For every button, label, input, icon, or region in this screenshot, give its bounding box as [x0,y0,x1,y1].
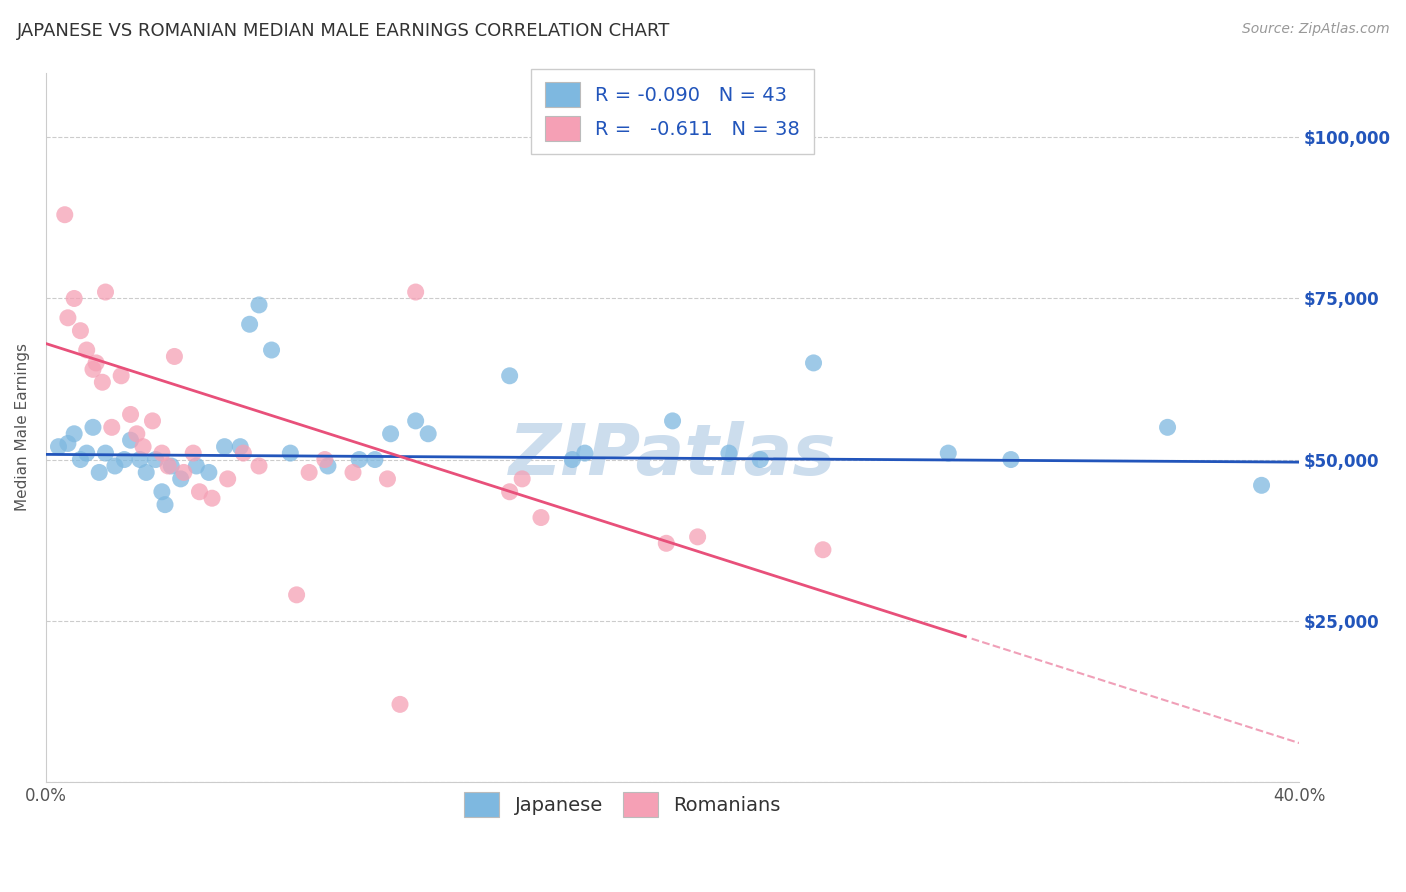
Point [186,458,208,473]
Point [157,458,180,473]
Point [76,446,98,460]
Point [82,420,104,434]
Point [498,484,520,499]
Point [170,472,193,486]
Point [498,368,520,383]
Point [405,414,427,428]
Point [803,356,825,370]
Point [214,440,236,454]
Point [188,484,211,499]
Point [91,376,114,390]
Point [247,298,270,312]
Point [135,466,157,480]
Point [141,414,163,428]
Point [260,343,283,357]
Point [280,446,302,460]
Point [100,420,122,434]
Point [229,440,252,454]
Point [530,510,553,524]
Point [125,426,148,441]
Point [63,426,86,441]
Point [89,466,111,480]
Point [1000,452,1022,467]
Point [655,536,678,550]
Point [247,458,270,473]
Point [380,426,402,441]
Point [160,458,183,473]
Point [48,440,70,454]
Point [150,484,173,499]
Point [120,408,142,422]
Point [163,350,186,364]
Point [342,466,364,480]
Point [69,324,91,338]
Point [104,458,127,473]
Point [201,491,224,506]
Point [749,452,772,467]
Point [364,452,387,467]
Point [53,208,76,222]
Point [239,318,262,332]
Point [94,285,117,299]
Text: Source: ZipAtlas.com: Source: ZipAtlas.com [1241,22,1389,37]
Point [198,466,221,480]
Point [298,466,321,480]
Point [173,466,195,480]
Point [145,452,167,467]
Point [63,292,86,306]
Point [150,446,173,460]
Point [574,446,596,460]
Y-axis label: Median Male Earnings: Median Male Earnings [15,343,30,511]
Point [418,426,440,441]
Point [661,414,683,428]
Point [76,343,98,357]
Point [1156,420,1178,434]
Point [316,458,339,473]
Point [94,446,117,460]
Point [132,440,155,454]
Point [217,472,239,486]
Point [56,436,79,450]
Point [686,530,709,544]
Point [181,446,204,460]
Point [388,698,411,712]
Point [717,446,740,460]
Point [110,368,132,383]
Point [561,452,583,467]
Point [153,498,176,512]
Point [314,452,336,467]
Point [232,446,254,460]
Point [377,472,399,486]
Point [129,452,152,467]
Legend: Japanese, Romanians: Japanese, Romanians [457,785,789,825]
Point [349,452,371,467]
Point [69,452,91,467]
Point [811,542,834,557]
Point [56,310,79,325]
Point [936,446,959,460]
Point [112,452,135,467]
Point [510,472,533,486]
Text: ZIPatlas: ZIPatlas [509,421,837,491]
Point [82,362,104,376]
Point [84,356,107,370]
Point [285,588,308,602]
Point [1250,478,1272,492]
Point [405,285,427,299]
Text: JAPANESE VS ROMANIAN MEDIAN MALE EARNINGS CORRELATION CHART: JAPANESE VS ROMANIAN MEDIAN MALE EARNING… [17,22,671,40]
Point [120,434,142,448]
